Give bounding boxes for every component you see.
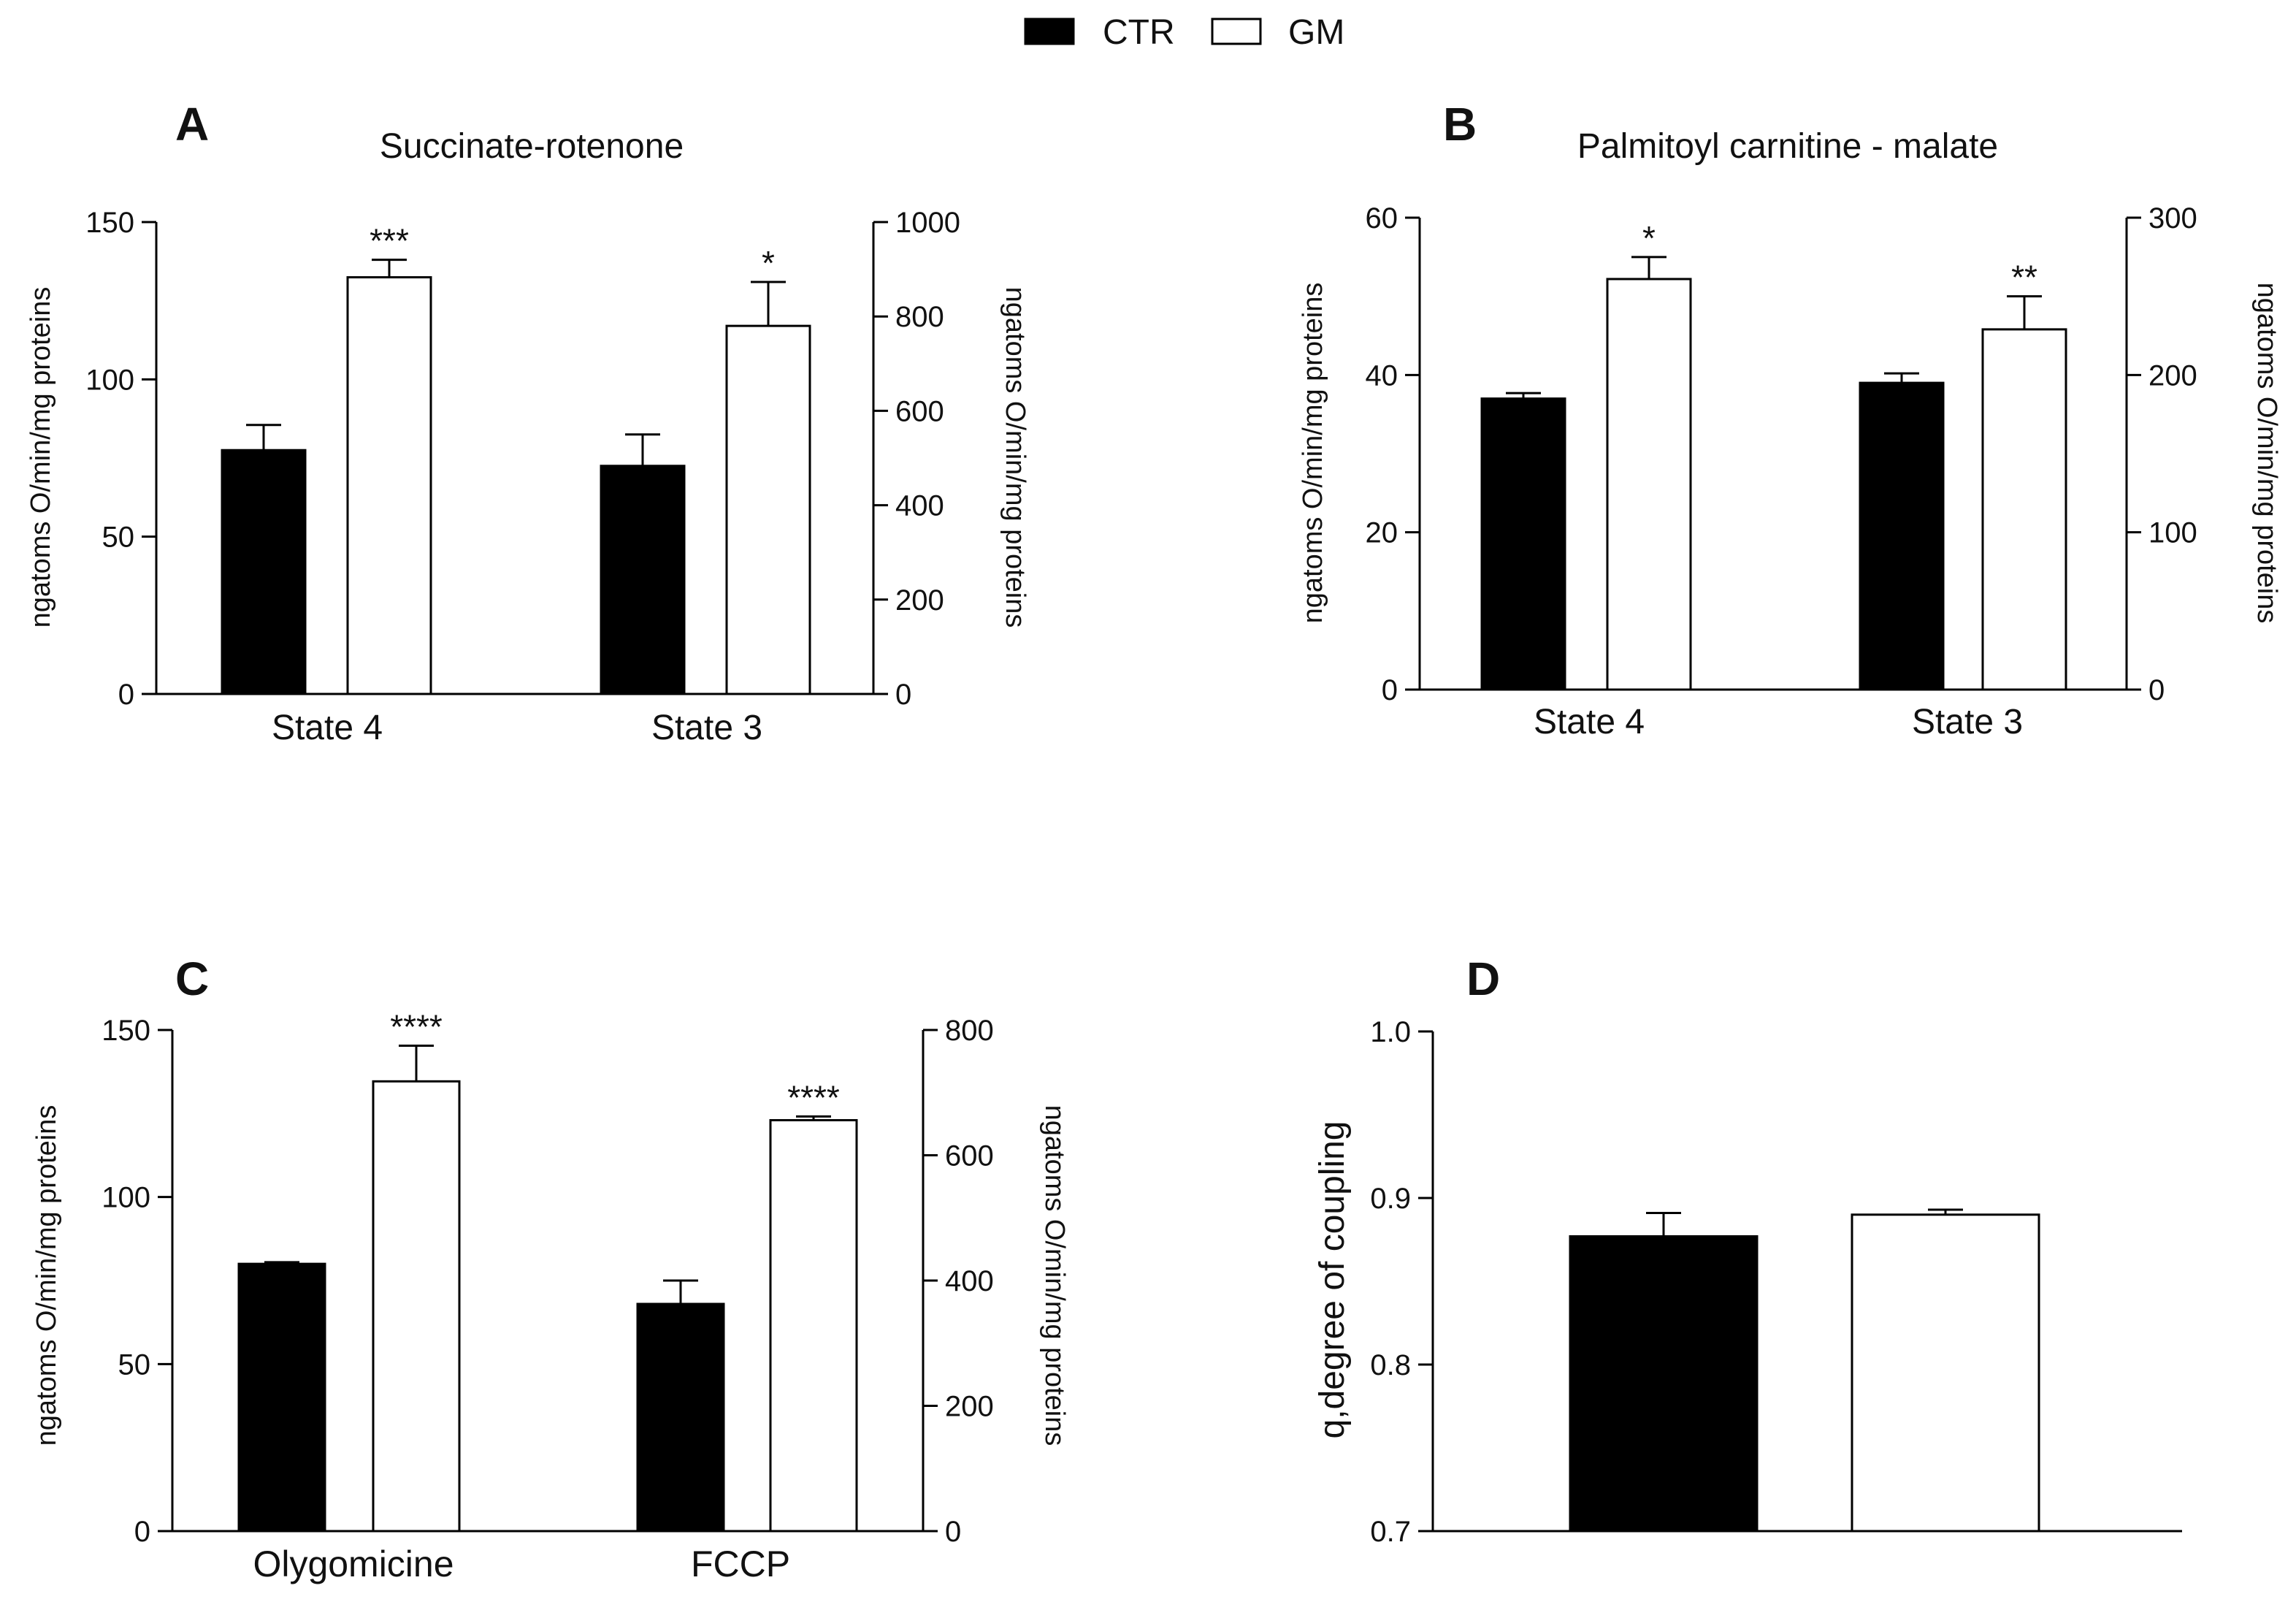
panel-a-y2tick-label-0: 0: [895, 679, 911, 711]
panel-c-ylabel: ngatoms O/min/mg proteins: [31, 1105, 62, 1446]
panel-c-y2tick-label-4: 800: [945, 1015, 994, 1047]
panel-a-ytick-label-2: 100: [85, 364, 134, 396]
panel-a-y2tick-label-4: 800: [895, 301, 944, 333]
panel-d-ytick-label-2: 0.9: [1370, 1183, 1411, 1215]
panel-c-y2tick-label-1: 200: [945, 1391, 994, 1423]
panel-a-y2tick-label-1: 200: [895, 584, 944, 617]
panel-c-y2tick-label-3: 600: [945, 1140, 994, 1172]
panel-a-y2tick-label-3: 600: [895, 395, 944, 427]
panel-c-ytick-label-1: 50: [118, 1348, 151, 1381]
panel-b-ylabel: ngatoms O/min/mg proteins: [1298, 283, 1328, 624]
panel-c-gm-1-bar: [372, 1080, 461, 1533]
panel-a-category-label-1: State 4: [272, 709, 383, 747]
panel-a-ctr-1-bar: [221, 449, 307, 695]
panel-b-category-label-2: State 3: [1912, 703, 2023, 741]
panel-b: B Palmitoyl carnitine - malate ngatoms O…: [1298, 98, 2282, 741]
panel-d-ctr-1-bar: [1569, 1235, 1759, 1533]
panel-letter-b: B: [1443, 98, 1477, 150]
legend-label-gm: GM: [1288, 13, 1344, 52]
panel-c-ytick-label-3: 150: [102, 1015, 150, 1047]
panel-a-y2label: ngatoms O/min/mg proteins: [1000, 287, 1030, 628]
panel-c-ytick-label-2: 100: [102, 1182, 150, 1214]
panel-c-y2label: ngatoms O/min/mg proteins: [1039, 1105, 1070, 1446]
panel-b-gm-2-significance: **: [2011, 259, 2037, 297]
panel-b-y2tick-label-0: 0: [2148, 674, 2165, 706]
panel-a-category-label-2: State 3: [651, 709, 762, 747]
panel-a-gm-2-significance: *: [762, 244, 775, 282]
panel-a: A Succinate-rotenone ngatoms O/min/mg pr…: [26, 98, 1030, 747]
panel-d-gm-1-bar: [1851, 1213, 2040, 1533]
panel-a-gm-1-bar: [346, 276, 432, 695]
panel-b-ytick-label-1: 20: [1366, 517, 1398, 549]
legend-swatch-ctr: [1024, 18, 1075, 45]
panel-a-ctr-2-bar: [600, 465, 686, 695]
panel-letter-a: A: [175, 98, 209, 150]
panel-c-ctr-1-bar: [237, 1262, 326, 1533]
panel-b-title: Palmitoyl carnitine - malate: [1577, 127, 1998, 166]
panel-b-ytick-label-3: 60: [1366, 202, 1398, 234]
panel-a-ytick-label-1: 50: [102, 522, 135, 554]
panel-b-y2tick-label-2: 200: [2148, 359, 2197, 392]
legend-swatch-gm: [1211, 18, 1262, 45]
panel-c-y2tick-label-0: 0: [945, 1516, 961, 1548]
panel-c-y2tick-label-2: 400: [945, 1265, 994, 1297]
panel-a-title: Succinate-rotenone: [380, 127, 684, 166]
panel-b-ctr-1-bar: [1480, 397, 1566, 691]
legend: CTR GM: [1024, 13, 1344, 52]
panel-c-category-label-2: FCCP: [691, 1544, 790, 1584]
panel-c-category-label-1: Olygomicine: [253, 1544, 454, 1584]
panel-b-ytick-label-0: 0: [1382, 674, 1398, 706]
panel-b-y2label: ngatoms O/min/mg proteins: [2251, 283, 2282, 624]
panel-d-ytick-label-0: 0.7: [1370, 1516, 1411, 1548]
panel-letter-d: D: [1466, 953, 1500, 1005]
panel-b-y2tick-label-1: 100: [2148, 517, 2197, 549]
panel-a-ytick-label-0: 0: [118, 679, 134, 711]
panel-a-gm-1-significance: ***: [370, 222, 409, 260]
panel-d-ytick-label-1: 0.8: [1370, 1349, 1411, 1381]
panel-d: D q,degree of coupling 0.7 0.8 0.9 1.0: [1313, 953, 2182, 1548]
panel-d-ylabel: q,degree of coupling: [1313, 1121, 1352, 1439]
panel-letter-c: C: [175, 953, 209, 1005]
panel-c-ytick-label-0: 0: [134, 1516, 150, 1548]
panel-c: C ngatoms O/min/mg proteins ngatoms O/mi…: [31, 953, 1070, 1584]
panel-c-gm-2-bar: [769, 1118, 858, 1533]
panel-c-ctr-2-bar: [636, 1302, 725, 1533]
panel-b-y2tick-label-3: 300: [2148, 202, 2197, 234]
panel-b-gm-2-bar: [1981, 328, 2067, 691]
panel-c-gm-1-significance: ****: [390, 1007, 443, 1045]
panel-c-gm-2-significance: ****: [787, 1078, 840, 1116]
panel-b-category-label-1: State 4: [1534, 703, 1645, 741]
panel-d-ytick-label-3: 1.0: [1370, 1016, 1411, 1048]
panel-a-gm-2-bar: [725, 324, 811, 695]
panel-a-y2tick-label-5: 1000: [895, 207, 960, 239]
legend-label-ctr: CTR: [1103, 13, 1175, 52]
panel-b-ctr-2-bar: [1859, 381, 1945, 691]
panel-b-gm-1-significance: *: [1642, 219, 1656, 257]
panel-b-gm-1-bar: [1606, 278, 1692, 691]
panel-a-ytick-label-3: 150: [85, 207, 134, 239]
panel-a-y2tick-label-2: 400: [895, 490, 944, 522]
panel-a-ylabel: ngatoms O/min/mg proteins: [26, 287, 56, 628]
panel-b-ytick-label-2: 40: [1366, 359, 1398, 392]
